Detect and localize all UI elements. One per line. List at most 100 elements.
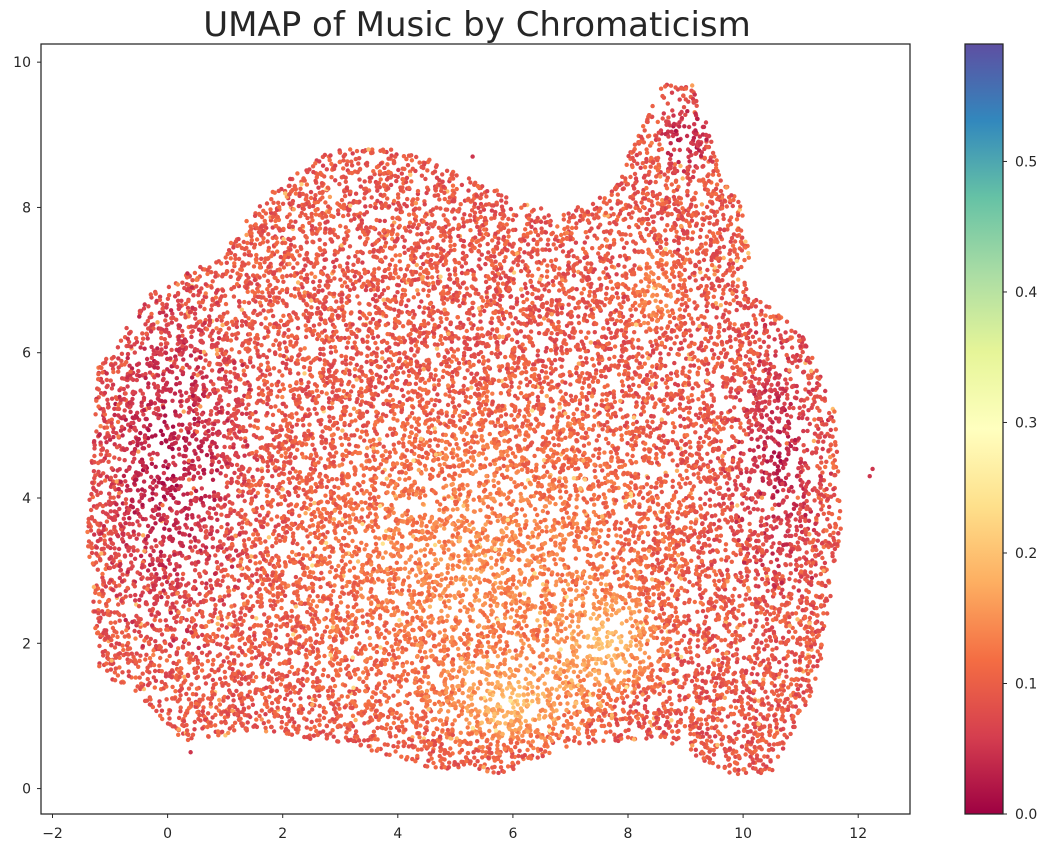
scatter-point (384, 177, 390, 182)
scatter-point (464, 627, 470, 632)
scatter-point (633, 540, 638, 545)
scatter-point (382, 635, 387, 640)
scatter-point (293, 191, 299, 196)
scatter-point (308, 726, 313, 732)
scatter-point (270, 484, 275, 490)
scatter-point (681, 416, 687, 422)
scatter-point (426, 357, 431, 363)
scatter-point (287, 669, 292, 675)
scatter-point (586, 390, 591, 396)
scatter-point (506, 234, 511, 239)
scatter-point (750, 628, 755, 633)
scatter-point (310, 598, 316, 604)
scatter-point (593, 572, 598, 577)
scatter-point (406, 298, 411, 303)
scatter-point (688, 525, 693, 531)
scatter-point (223, 675, 228, 680)
scatter-point (514, 613, 519, 618)
scatter-point (529, 468, 534, 474)
scatter-point (591, 423, 597, 428)
scatter-point (258, 445, 263, 450)
scatter-point (257, 513, 262, 518)
scatter-point (685, 193, 690, 198)
scatter-point (630, 447, 636, 452)
scatter-point (405, 421, 410, 426)
scatter-point (391, 627, 397, 632)
scatter-point (345, 610, 350, 615)
scatter-point (655, 557, 660, 562)
scatter-point (675, 463, 680, 468)
scatter-point (596, 251, 601, 256)
scatter-point (136, 368, 141, 374)
scatter-point (619, 541, 624, 546)
scatter-point (562, 639, 567, 644)
scatter-point (678, 277, 683, 282)
scatter-point (565, 701, 570, 706)
scatter-point (602, 196, 607, 201)
scatter-point (651, 537, 656, 543)
scatter-point (395, 418, 400, 423)
scatter-point (339, 283, 345, 289)
scatter-point (545, 263, 550, 268)
scatter-point (519, 371, 524, 376)
scatter-point (628, 521, 633, 526)
scatter-point (452, 216, 457, 221)
scatter-point (364, 629, 370, 634)
scatter-point (637, 151, 643, 156)
scatter-point (330, 390, 335, 395)
scatter-point (295, 541, 300, 547)
scatter-point (485, 286, 491, 291)
scatter-point (663, 363, 668, 369)
scatter-point (571, 669, 577, 675)
scatter-point (584, 360, 589, 365)
scatter-point (631, 382, 636, 387)
scatter-point (653, 384, 658, 390)
scatter-point (637, 504, 642, 510)
scatter-point (386, 364, 391, 369)
scatter-point (214, 468, 220, 473)
scatter-point (517, 748, 522, 753)
scatter-point (477, 623, 482, 628)
scatter-point (284, 530, 290, 535)
scatter-point (470, 607, 476, 612)
scatter-point (220, 634, 225, 639)
scatter-point (185, 305, 191, 311)
scatter-point (266, 719, 271, 724)
scatter-point (591, 527, 596, 532)
scatter-point (413, 206, 418, 211)
scatter-point (314, 632, 320, 637)
scatter-point (298, 244, 303, 250)
scatter-point (524, 369, 529, 375)
scatter-point (692, 300, 697, 305)
scatter-point (684, 405, 689, 411)
scatter-point (597, 446, 602, 452)
scatter-point (317, 713, 322, 718)
scatter-point (384, 413, 389, 419)
scatter-point (322, 629, 328, 634)
scatter-point (453, 272, 458, 277)
scatter-point (624, 618, 629, 624)
scatter-point (397, 252, 403, 258)
scatter-point (269, 382, 274, 388)
scatter-point (116, 369, 121, 374)
scatter-point (434, 346, 440, 351)
scatter-point (140, 391, 145, 396)
scatter-point (552, 518, 557, 523)
scatter-point (177, 389, 183, 394)
scatter-point (387, 262, 393, 267)
scatter-point (803, 488, 808, 494)
scatter-point (801, 443, 806, 448)
scatter-point (522, 485, 528, 490)
scatter-point (625, 735, 631, 740)
scatter-point (200, 419, 205, 425)
scatter-point (837, 509, 843, 514)
scatter-point (329, 175, 334, 180)
scatter-point (692, 599, 697, 605)
scatter-point (312, 406, 317, 412)
scatter-point (747, 680, 753, 685)
scatter-point (593, 475, 598, 480)
scatter-point (731, 365, 736, 371)
scatter-point (559, 310, 564, 316)
scatter-point (495, 739, 500, 744)
scatter-point (248, 594, 253, 599)
